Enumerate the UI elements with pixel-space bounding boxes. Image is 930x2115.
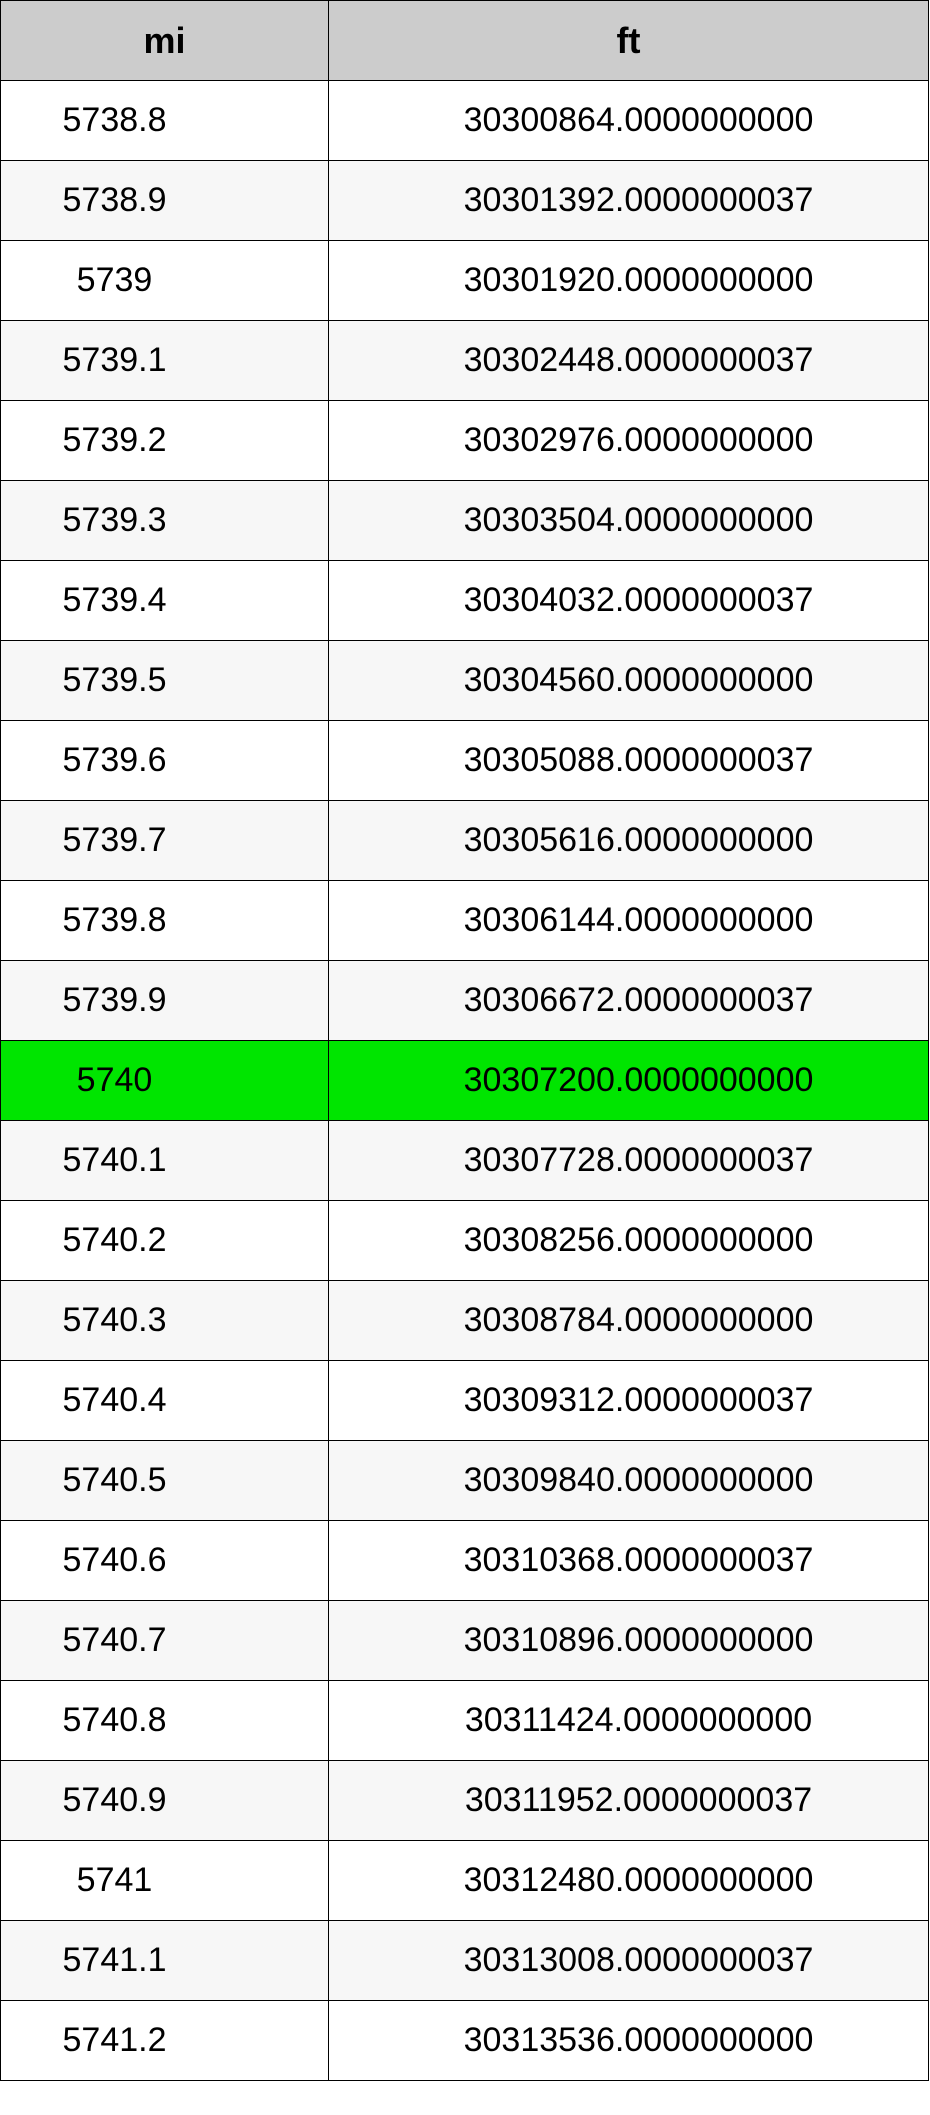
cell-mi: 5740.7 <box>1 1601 329 1681</box>
table-row: 5739.930306672.0000000037 <box>1 961 929 1041</box>
cell-mi: 5740.3 <box>1 1281 329 1361</box>
cell-mi: 5740.6 <box>1 1521 329 1601</box>
cell-ft: 30309840.0000000000 <box>329 1441 929 1521</box>
cell-ft: 30301920.0000000000 <box>329 241 929 321</box>
table-row: 574030307200.0000000000 <box>1 1041 929 1121</box>
cell-ft: 30307728.0000000037 <box>329 1121 929 1201</box>
cell-ft: 30307200.0000000000 <box>329 1041 929 1121</box>
cell-mi: 5739.7 <box>1 801 329 881</box>
cell-ft: 30301392.0000000037 <box>329 161 929 241</box>
cell-ft: 30302976.0000000000 <box>329 401 929 481</box>
table-row: 5739.330303504.0000000000 <box>1 481 929 561</box>
cell-mi: 5739.6 <box>1 721 329 801</box>
table-row: 5740.430309312.0000000037 <box>1 1361 929 1441</box>
cell-mi: 5740.5 <box>1 1441 329 1521</box>
cell-ft: 30311424.0000000000 <box>329 1681 929 1761</box>
cell-ft: 30313008.0000000037 <box>329 1921 929 2001</box>
column-header-ft: ft <box>329 1 929 81</box>
cell-ft: 30309312.0000000037 <box>329 1361 929 1441</box>
table-row: 5738.930301392.0000000037 <box>1 161 929 241</box>
cell-ft: 30312480.0000000000 <box>329 1841 929 1921</box>
table-row: 5740.830311424.0000000000 <box>1 1681 929 1761</box>
cell-ft: 30304560.0000000000 <box>329 641 929 721</box>
table-body: 5738.830300864.00000000005738.930301392.… <box>1 81 929 2081</box>
cell-mi: 5740.1 <box>1 1121 329 1201</box>
cell-ft: 30300864.0000000000 <box>329 81 929 161</box>
table-row: 5740.530309840.0000000000 <box>1 1441 929 1521</box>
cell-mi: 5741.1 <box>1 1921 329 2001</box>
table-row: 5738.830300864.0000000000 <box>1 81 929 161</box>
cell-ft: 30303504.0000000000 <box>329 481 929 561</box>
cell-mi: 5741.2 <box>1 2001 329 2081</box>
cell-mi: 5739.9 <box>1 961 329 1041</box>
cell-mi: 5740 <box>1 1041 329 1121</box>
table-row: 5740.930311952.0000000037 <box>1 1761 929 1841</box>
cell-mi: 5741 <box>1 1841 329 1921</box>
table-header-row: mi ft <box>1 1 929 81</box>
cell-ft: 30310368.0000000037 <box>329 1521 929 1601</box>
table-row: 5740.630310368.0000000037 <box>1 1521 929 1601</box>
cell-ft: 30306144.0000000000 <box>329 881 929 961</box>
cell-mi: 5740.4 <box>1 1361 329 1441</box>
table-row: 5739.130302448.0000000037 <box>1 321 929 401</box>
cell-ft: 30305616.0000000000 <box>329 801 929 881</box>
table-row: 5739.630305088.0000000037 <box>1 721 929 801</box>
cell-ft: 30302448.0000000037 <box>329 321 929 401</box>
cell-mi: 5738.9 <box>1 161 329 241</box>
table-row: 5739.730305616.0000000000 <box>1 801 929 881</box>
cell-mi: 5739.8 <box>1 881 329 961</box>
cell-ft: 30311952.0000000037 <box>329 1761 929 1841</box>
table-row: 5740.230308256.0000000000 <box>1 1201 929 1281</box>
table-row: 573930301920.0000000000 <box>1 241 929 321</box>
cell-mi: 5739.5 <box>1 641 329 721</box>
cell-ft: 30310896.0000000000 <box>329 1601 929 1681</box>
cell-ft: 30304032.0000000037 <box>329 561 929 641</box>
cell-mi: 5740.2 <box>1 1201 329 1281</box>
cell-mi: 5739.4 <box>1 561 329 641</box>
cell-ft: 30308256.0000000000 <box>329 1201 929 1281</box>
table-row: 5740.330308784.0000000000 <box>1 1281 929 1361</box>
column-header-mi: mi <box>1 1 329 81</box>
table-row: 5740.130307728.0000000037 <box>1 1121 929 1201</box>
table-row: 5741.230313536.0000000000 <box>1 2001 929 2081</box>
cell-mi: 5739.3 <box>1 481 329 561</box>
table-row: 5739.230302976.0000000000 <box>1 401 929 481</box>
table-row: 5740.730310896.0000000000 <box>1 1601 929 1681</box>
cell-mi: 5739 <box>1 241 329 321</box>
table-row: 5739.530304560.0000000000 <box>1 641 929 721</box>
cell-mi: 5739.1 <box>1 321 329 401</box>
cell-mi: 5739.2 <box>1 401 329 481</box>
table-row: 5739.830306144.0000000000 <box>1 881 929 961</box>
cell-mi: 5740.9 <box>1 1761 329 1841</box>
cell-mi: 5740.8 <box>1 1681 329 1761</box>
table-row: 574130312480.0000000000 <box>1 1841 929 1921</box>
cell-ft: 30305088.0000000037 <box>329 721 929 801</box>
cell-ft: 30306672.0000000037 <box>329 961 929 1041</box>
cell-mi: 5738.8 <box>1 81 329 161</box>
conversion-table: mi ft 5738.830300864.00000000005738.9303… <box>0 0 929 2081</box>
table-row: 5739.430304032.0000000037 <box>1 561 929 641</box>
cell-ft: 30313536.0000000000 <box>329 2001 929 2081</box>
table-row: 5741.130313008.0000000037 <box>1 1921 929 2001</box>
cell-ft: 30308784.0000000000 <box>329 1281 929 1361</box>
